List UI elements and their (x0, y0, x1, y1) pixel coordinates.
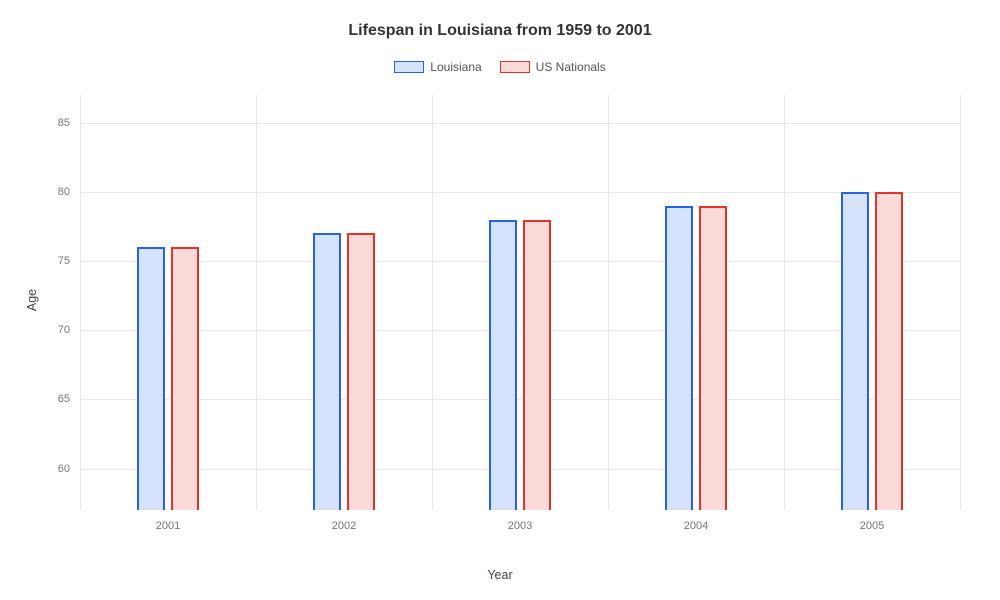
x-tick-label: 2001 (156, 520, 180, 532)
y-tick-label: 85 (58, 117, 70, 129)
grid-line-horizontal (80, 469, 960, 470)
legend-label-louisiana: Louisiana (430, 60, 481, 74)
plot-area: 60657075808520012002200320042005 (80, 95, 960, 510)
grid-line-horizontal (80, 399, 960, 400)
grid-line-horizontal (80, 192, 960, 193)
y-axis-title: Age (25, 289, 39, 311)
grid-line-vertical (960, 95, 961, 510)
bar (171, 247, 199, 510)
legend-swatch-usnationals (500, 61, 530, 73)
legend-item-usnationals: US Nationals (500, 60, 606, 74)
bar (699, 206, 727, 510)
bar (523, 220, 551, 511)
grid-line-vertical (608, 95, 609, 510)
bar (137, 247, 165, 510)
x-tick-label: 2003 (508, 520, 532, 532)
legend-item-louisiana: Louisiana (394, 60, 481, 74)
grid-line-horizontal (80, 123, 960, 124)
y-tick-label: 80 (58, 186, 70, 198)
y-tick-label: 60 (58, 463, 70, 475)
bar (665, 206, 693, 510)
grid-line-vertical (256, 95, 257, 510)
grid-line-vertical (432, 95, 433, 510)
legend: Louisiana US Nationals (0, 60, 1000, 74)
x-tick-label: 2004 (684, 520, 708, 532)
x-tick-label: 2002 (332, 520, 356, 532)
chart-title: Lifespan in Louisiana from 1959 to 2001 (0, 22, 1000, 40)
bar (841, 192, 869, 510)
bar (313, 233, 341, 510)
grid-line-horizontal (80, 330, 960, 331)
y-tick-label: 65 (58, 393, 70, 405)
bar (489, 220, 517, 511)
grid-line-vertical (80, 95, 81, 510)
x-axis-title: Year (487, 568, 512, 582)
legend-swatch-louisiana (394, 61, 424, 73)
y-tick-label: 75 (58, 255, 70, 267)
grid-line-vertical (784, 95, 785, 510)
bar (347, 233, 375, 510)
bar (875, 192, 903, 510)
y-tick-label: 70 (58, 324, 70, 336)
chart-container: Lifespan in Louisiana from 1959 to 2001 … (0, 0, 1000, 600)
legend-label-usnationals: US Nationals (536, 60, 606, 74)
x-tick-label: 2005 (860, 520, 884, 532)
grid-line-horizontal (80, 261, 960, 262)
